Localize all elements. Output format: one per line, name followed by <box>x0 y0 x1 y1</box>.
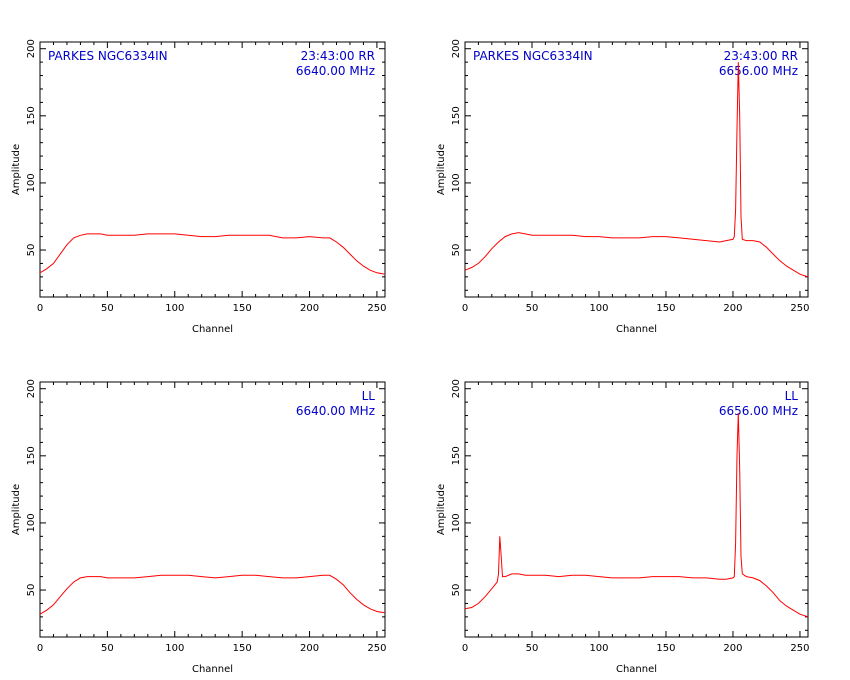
y-axis-label: Amplitude <box>11 484 22 535</box>
x-tick-label: 200 <box>300 643 319 654</box>
x-tick-label: 250 <box>790 643 809 654</box>
y-tick-label: 150 <box>26 446 37 465</box>
time-polarization-annotation: 23:43:00 RR <box>301 49 375 63</box>
plot-frame <box>464 381 809 638</box>
frequency-annotation: 6640.00 MHz <box>296 64 375 78</box>
y-axis-label: Amplitude <box>436 144 447 195</box>
frequency-annotation: 6656.00 MHz <box>719 64 798 78</box>
x-tick-label: 0 <box>37 303 43 314</box>
plot-frame <box>39 381 386 638</box>
x-tick-label: 50 <box>101 303 114 314</box>
source-annotation: PARKES NGC6334IN <box>473 49 593 63</box>
y-tick-label: 150 <box>451 106 462 125</box>
spectrum-panel-top-left: 0 50 100 150 200 250 50 100 150 200 Channel Amplitu… <box>11 39 386 335</box>
x-tick-label: 200 <box>723 643 742 654</box>
x-tick-label: 250 <box>367 643 386 654</box>
time-polarization-annotation: 23:43:00 RR <box>724 49 798 63</box>
x-tick-label: 200 <box>723 303 742 314</box>
source-annotation: PARKES NGC6334IN <box>48 49 168 63</box>
x-tick-label: 100 <box>589 303 608 314</box>
x-axis-label: Channel <box>616 664 657 675</box>
plot-frame <box>39 41 386 298</box>
x-axis-label: Channel <box>192 324 233 335</box>
y-tick-label: 100 <box>451 173 462 192</box>
spectrum-panel-top-right: 0 50 100 150 200 250 50 100 150 200 Channel Amplitu… <box>436 39 810 335</box>
x-axis-label: Channel <box>192 664 233 675</box>
y-tick-label: 200 <box>26 39 37 58</box>
y-tick-label: 200 <box>451 379 462 398</box>
frequency-annotation: 6640.00 MHz <box>296 404 375 418</box>
y-tick-label: 50 <box>26 244 37 257</box>
x-tick-label: 0 <box>462 303 468 314</box>
y-tick-label: 100 <box>26 173 37 192</box>
x-tick-label: 50 <box>101 643 114 654</box>
time-polarization-annotation: LL <box>785 389 799 403</box>
x-tick-label: 150 <box>233 643 252 654</box>
y-tick-label: 150 <box>26 106 37 125</box>
y-tick-label: 100 <box>451 513 462 532</box>
y-tick-label: 100 <box>26 513 37 532</box>
x-tick-label: 50 <box>526 303 539 314</box>
y-axis-label: Amplitude <box>11 144 22 195</box>
x-tick-label: 100 <box>589 643 608 654</box>
x-tick-label: 0 <box>37 643 43 654</box>
x-tick-label: 150 <box>656 303 675 314</box>
x-tick-label: 50 <box>526 643 539 654</box>
y-tick-label: 50 <box>451 244 462 257</box>
time-polarization-annotation: LL <box>362 389 376 403</box>
y-tick-label: 50 <box>451 584 462 597</box>
x-tick-label: 100 <box>165 303 184 314</box>
x-tick-label: 250 <box>367 303 386 314</box>
x-tick-label: 100 <box>165 643 184 654</box>
x-tick-label: 200 <box>300 303 319 314</box>
plot-frame <box>464 41 809 298</box>
x-tick-label: 250 <box>790 303 809 314</box>
x-tick-label: 150 <box>656 643 675 654</box>
x-tick-label: 150 <box>233 303 252 314</box>
spectrum-trace <box>464 412 809 618</box>
x-axis-label: Channel <box>616 324 657 335</box>
x-tick-label: 0 <box>462 643 468 654</box>
spectrum-trace <box>464 62 809 278</box>
y-tick-label: 200 <box>451 39 462 58</box>
y-axis-label: Amplitude <box>436 484 447 535</box>
spectrum-trace <box>39 574 386 615</box>
y-tick-label: 150 <box>451 446 462 465</box>
spectrum-panel-bottom-left: 0 50 100 150 200 250 50 100 150 200 Channel Amplitu… <box>11 379 386 675</box>
spectrum-trace <box>39 233 386 275</box>
y-tick-label: 50 <box>26 584 37 597</box>
frequency-annotation: 6656.00 MHz <box>719 404 798 418</box>
spectrum-panel-bottom-right: 0 50 100 150 200 250 50 100 150 200 Channel Amplitu… <box>436 379 810 675</box>
y-tick-label: 200 <box>26 379 37 398</box>
